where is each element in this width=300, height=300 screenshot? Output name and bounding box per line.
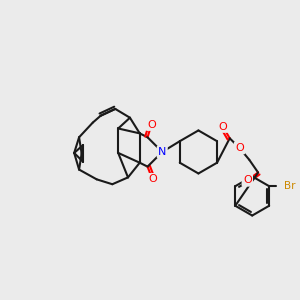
Text: O: O	[243, 175, 252, 185]
Text: O: O	[148, 174, 157, 184]
Text: O: O	[235, 143, 244, 153]
Text: Br: Br	[284, 181, 295, 191]
Text: N: N	[158, 147, 166, 157]
Text: O: O	[218, 122, 227, 131]
Text: O: O	[147, 120, 156, 130]
